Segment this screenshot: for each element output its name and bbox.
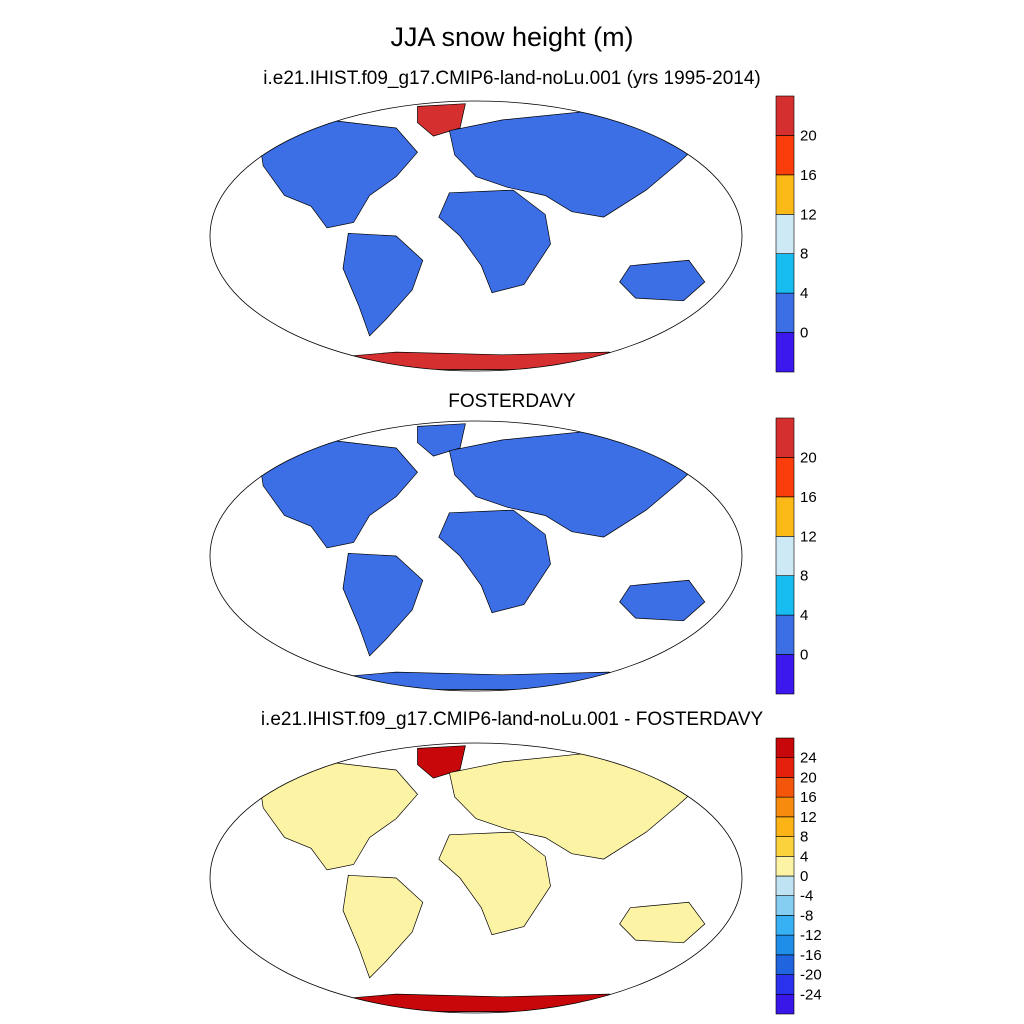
panel-2-colorbar-segment xyxy=(775,535,795,576)
panel-2-colorbar-segment xyxy=(775,496,795,537)
panel-3-colorbar-segment xyxy=(775,777,795,798)
panel-2-colorbar-tick: 20 xyxy=(800,449,817,466)
panel-2-colorbar-segment xyxy=(775,457,795,498)
panel-2-map xyxy=(209,420,743,692)
panel-2-colorbar-tick: 16 xyxy=(800,489,817,506)
panel-3-colorbar-tick: 4 xyxy=(800,848,808,865)
panel-1-colorbar-segment xyxy=(775,214,795,255)
panel-3-colorbar-tick: 0 xyxy=(800,868,808,885)
panel-1-africa xyxy=(438,189,551,294)
panel-2-land xyxy=(257,423,706,690)
panel-1-colorbar-tick: 16 xyxy=(800,167,817,184)
panel-3-northAmerica xyxy=(257,761,418,871)
panel-1-map xyxy=(209,100,743,372)
panel-2-colorbar-tick: 0 xyxy=(800,647,808,664)
panel-3-colorbar-segment xyxy=(775,875,795,897)
panel-3-colorbar-segment xyxy=(775,796,795,818)
panel-2-colorbar-segment xyxy=(775,575,795,616)
panel-2-colorbar-segment xyxy=(775,654,795,695)
panel-3-colorbar-segment xyxy=(775,855,795,877)
panel-3-colorbar-segment xyxy=(775,737,795,759)
panel-1-colorbar-segment xyxy=(775,95,795,136)
panel-3-colorbar-segment xyxy=(775,757,795,778)
panel-1-colorbar-segment xyxy=(775,135,795,176)
panel-2-greenland xyxy=(417,423,466,457)
panel-1-colorbar-segment xyxy=(775,332,795,373)
panel-3-colorbar-tick: 24 xyxy=(800,750,817,767)
panel-1-colorbar-tick: 12 xyxy=(800,206,817,223)
panel-2-africa xyxy=(438,509,551,614)
panel-3-colorbar: -24 -20 -16 -12 -8 -4 0 4 8 12 16 20 24 xyxy=(775,737,822,1015)
panel-3-colorbar-segment xyxy=(775,954,795,975)
panel-2-subtitle: FOSTERDAVY xyxy=(448,391,576,412)
panel-3-southAmerica xyxy=(342,874,424,979)
panel-3-subtitle: i.e21.IHIST.f09_g17.CMIP6-land-noLu.001 … xyxy=(260,709,764,730)
panel-3-colorbar-segment xyxy=(775,836,795,857)
panel-3-colorbar-tick: -24 xyxy=(800,986,822,1003)
panel-3-map xyxy=(209,742,743,1014)
panel-3-africa xyxy=(438,831,551,936)
panel-1-frame xyxy=(209,100,743,372)
panel-1-colorbar-segment xyxy=(775,292,795,333)
panel-3-colorbar-tick: 16 xyxy=(800,789,817,806)
panel-3-colorbar-segment xyxy=(775,816,795,837)
panel-1-colorbar-segment xyxy=(775,174,795,215)
panel-3-colorbar-segment xyxy=(775,993,795,1015)
panel-1-colorbar-tick: 0 xyxy=(800,325,808,342)
panel-3-colorbar-segment xyxy=(775,934,795,956)
panel-3-australia xyxy=(619,901,706,944)
panel-1-colorbar-segment xyxy=(775,253,795,294)
panel-1-subtitle: i.e21.IHIST.f09_g17.CMIP6-land-noLu.001 … xyxy=(263,68,761,89)
panel-1-greenland xyxy=(417,103,466,137)
panel-2-frame xyxy=(209,420,743,692)
figure-title: JJA snow height (m) xyxy=(390,22,634,52)
panel-1-colorbar: 0 4 8 12 16 20 xyxy=(775,95,817,373)
panel-1-land xyxy=(257,103,706,370)
panel-1-northAmerica xyxy=(257,119,418,229)
panel-3-greenland xyxy=(417,745,466,779)
panel-3-colorbar-segment xyxy=(775,895,795,916)
panel-2-colorbar: 0 4 8 12 16 20 xyxy=(775,417,817,695)
panel-3-colorbar-tick: 20 xyxy=(800,769,817,786)
panel-1-colorbar-tick: 8 xyxy=(800,246,808,263)
panel-3-colorbar-tick: -8 xyxy=(800,907,813,924)
panel-3-colorbar-segment xyxy=(775,974,795,995)
panel-3-colorbar-tick: -20 xyxy=(800,967,822,984)
panel-3-colorbar-tick: -16 xyxy=(800,947,822,964)
panel-1-colorbar-tick: 4 xyxy=(800,285,808,302)
panel-1-colorbar-tick: 20 xyxy=(800,127,817,144)
panel-2-northAmerica xyxy=(257,439,418,549)
panel-3-colorbar-tick: -12 xyxy=(800,927,822,944)
panel-2-colorbar-tick: 8 xyxy=(800,568,808,585)
panel-1-southAmerica xyxy=(342,232,424,337)
panel-3-colorbar-tick: -4 xyxy=(800,888,813,905)
panel-2-colorbar-segment xyxy=(775,417,795,458)
panel-1-australia xyxy=(619,259,706,302)
panel-2-australia xyxy=(619,579,706,622)
panel-2-southAmerica xyxy=(342,552,424,657)
panel-3-frame xyxy=(209,742,743,1014)
panel-2-colorbar-tick: 12 xyxy=(800,528,817,545)
panel-3-colorbar-tick: 8 xyxy=(800,829,808,846)
panel-2-colorbar-segment xyxy=(775,614,795,655)
panel-3-colorbar-tick: 12 xyxy=(800,809,817,826)
panel-3-colorbar-segment xyxy=(775,915,795,936)
panel-2-colorbar-tick: 4 xyxy=(800,607,808,624)
